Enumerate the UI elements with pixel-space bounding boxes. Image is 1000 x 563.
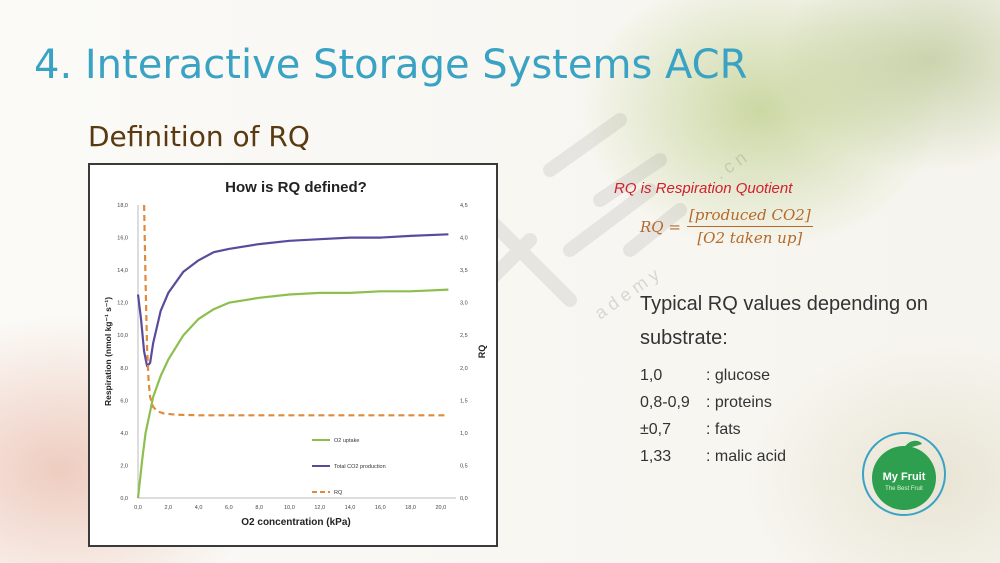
formula-numerator: [produced CO2] bbox=[686, 206, 813, 227]
rq-value: 1,0 bbox=[640, 366, 663, 384]
rq-value-row: ±0,7 : fats bbox=[640, 416, 786, 443]
my-fruit-logo: My Fruit The Best Fruit bbox=[862, 432, 946, 516]
legend-label: O2 uptake bbox=[334, 438, 359, 444]
y2-tick-label: 3,0 bbox=[460, 301, 468, 307]
x-tick-label: 0,0 bbox=[134, 505, 142, 511]
slide-subtitle: Definition of RQ bbox=[88, 120, 310, 153]
y-tick-label: 10,0 bbox=[117, 333, 128, 339]
x-tick-label: 14,0 bbox=[345, 505, 356, 511]
rq-value: 0,8-0,9 bbox=[640, 393, 690, 411]
rq-substrate: : proteins bbox=[706, 393, 772, 411]
x-tick-label: 20,0 bbox=[435, 505, 446, 511]
y-tick-label: 0,0 bbox=[120, 496, 128, 502]
y-tick-label: 4,0 bbox=[120, 431, 128, 437]
x-tick-label: 8,0 bbox=[255, 505, 263, 511]
rq-value-row: 1,0 : glucose bbox=[640, 362, 786, 389]
x-tick-label: 6,0 bbox=[225, 505, 233, 511]
x-tick-label: 4,0 bbox=[195, 505, 203, 511]
x-tick-label: 12,0 bbox=[314, 505, 325, 511]
y2-axis-label: RQ bbox=[477, 345, 487, 359]
rq-definition-heading: RQ is Respiration Quotient bbox=[614, 180, 793, 197]
slide-title: 4. Interactive Storage Systems ACR bbox=[34, 42, 748, 88]
series-line-total-co2-production bbox=[136, 233, 449, 368]
rq-substrate: : fats bbox=[706, 420, 741, 438]
x-tick-label: 2,0 bbox=[164, 505, 172, 511]
y-tick-label: 6,0 bbox=[120, 398, 128, 404]
y2-tick-label: 0,0 bbox=[460, 496, 468, 502]
rq-formula: RQ = [produced CO2] [O2 taken up] bbox=[640, 206, 813, 247]
rq-value: 1,33 bbox=[640, 447, 672, 465]
rq-chart-svg: How is RQ defined? 0,0 2,0 4,0 6,0 8,0 10,0 12,… bbox=[103, 179, 487, 528]
legend-label: Total CO2 production bbox=[334, 464, 386, 470]
legend-label: RQ bbox=[334, 490, 343, 496]
formula-fraction: [produced CO2] [O2 taken up] bbox=[686, 206, 813, 247]
series-line-o2-uptake bbox=[136, 288, 449, 499]
x-axis-label: O2 concentration (kPa) bbox=[241, 517, 350, 528]
y-axis-label: Respiration (nmol kg⁻¹ s⁻¹) bbox=[103, 297, 113, 406]
formula-lhs: RQ = bbox=[640, 217, 681, 236]
y2-tick-label: 1,0 bbox=[460, 431, 468, 437]
logo-tagline: The Best Fruit bbox=[885, 486, 923, 492]
y2-tick-label: 0,5 bbox=[460, 463, 468, 469]
y-tick-label: 14,0 bbox=[117, 268, 128, 274]
y2-tick-label: 2,0 bbox=[460, 366, 468, 372]
y2-tick-label: 4,0 bbox=[460, 236, 468, 242]
y2-tick-label: 4,5 bbox=[460, 203, 468, 209]
rq-value-row: 1,33 : malic acid bbox=[640, 443, 786, 470]
x-tick-label: 16,0 bbox=[375, 505, 386, 511]
y-tick-label: 16,0 bbox=[117, 236, 128, 242]
formula-denominator: [O2 taken up] bbox=[697, 229, 803, 247]
rq-values-list: 1,0 : glucose 0,8-0,9 : proteins ±0,7 : fats 1… bbox=[640, 362, 786, 470]
x-tick-label: 10,0 bbox=[284, 505, 295, 511]
y2-tick-label: 3,5 bbox=[460, 268, 468, 274]
chart-title: How is RQ defined? bbox=[225, 179, 367, 196]
y-tick-label: 2,0 bbox=[120, 463, 128, 469]
y2-tick-label: 1,5 bbox=[460, 398, 468, 404]
typical-rq-text: Typical RQ values depending on substrate… bbox=[640, 293, 928, 349]
y2-tick-label: 2,5 bbox=[460, 333, 468, 339]
logo-name: My Fruit bbox=[883, 471, 926, 483]
y-tick-label: 12,0 bbox=[117, 301, 128, 307]
x-tick-label: 18,0 bbox=[405, 505, 416, 511]
series-line-rq bbox=[143, 204, 449, 417]
rq-value: ±0,7 bbox=[640, 420, 672, 438]
rq-chart: How is RQ defined? 0,0 2,0 4,0 6,0 8,0 10,0 12,… bbox=[88, 163, 498, 547]
rq-value-row: 0,8-0,9 : proteins bbox=[640, 389, 786, 416]
rq-substrate: : glucose bbox=[706, 366, 771, 384]
rq-substrate: : malic acid bbox=[706, 447, 787, 465]
y-tick-label: 8,0 bbox=[120, 366, 128, 372]
y-tick-label: 18,0 bbox=[117, 203, 128, 209]
